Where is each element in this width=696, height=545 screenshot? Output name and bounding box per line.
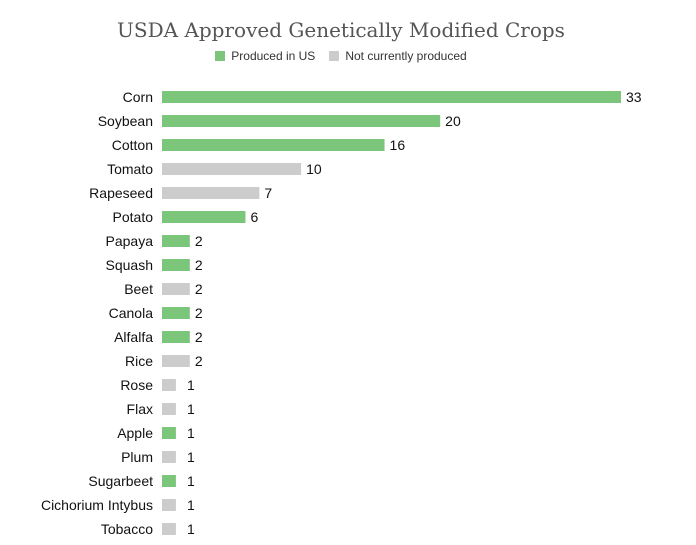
legend-label-not-produced: Not currently produced (345, 49, 467, 63)
value-label-sugarbeet: 1 (187, 473, 195, 489)
value-label-rice: 2 (195, 353, 203, 369)
category-label-rose: Rose (120, 377, 153, 393)
bar-potato (162, 211, 246, 223)
bar-beet (162, 283, 190, 295)
category-label-tomato: Tomato (107, 161, 153, 177)
category-label-cotton: Cotton (112, 137, 153, 153)
bar-tobacco (162, 523, 176, 535)
bar-rose (162, 379, 176, 391)
value-label-flax: 1 (187, 401, 195, 417)
legend-label-produced: Produced in US (231, 49, 316, 63)
category-label-corn: Corn (123, 89, 153, 105)
category-label-rapeseed: Rapeseed (89, 185, 153, 201)
chart-title: USDA Approved Genetically Modified Crops (117, 18, 565, 42)
value-label-soybean: 20 (445, 113, 461, 129)
category-label-rice: Rice (125, 353, 153, 369)
bar-flax (162, 403, 176, 415)
value-label-cotton: 16 (390, 137, 406, 153)
category-label-potato: Potato (113, 209, 154, 225)
bar-sugarbeet (162, 475, 176, 487)
category-label-canola: Canola (109, 305, 154, 321)
bar-rapeseed (162, 187, 260, 199)
value-label-alfalfa: 2 (195, 329, 203, 345)
value-label-rose: 1 (187, 377, 195, 393)
legend-item-produced: Produced in US (215, 49, 315, 63)
category-label-beet: Beet (124, 281, 153, 297)
legend-swatch-produced (215, 51, 226, 61)
value-label-squash: 2 (195, 257, 203, 273)
value-label-plum: 1 (187, 449, 195, 465)
category-label-flax: Flax (127, 401, 153, 417)
value-label-potato: 6 (250, 209, 258, 225)
chart-legend: Produced in US Not currently produced (0, 49, 682, 63)
category-label-soybean: Soybean (98, 113, 153, 129)
bar-rice (162, 355, 190, 367)
bar-canola (162, 307, 190, 319)
bar-cotton (162, 139, 385, 151)
category-label-tobacco: Tobacco (101, 521, 153, 537)
value-label-canola: 2 (195, 305, 203, 321)
category-label-sugarbeet: Sugarbeet (88, 473, 153, 489)
value-label-rapeseed: 7 (264, 185, 272, 201)
value-label-apple: 1 (187, 425, 195, 441)
value-label-corn: 33 (626, 89, 642, 105)
category-label-alfalfa: Alfalfa (114, 329, 153, 345)
value-label-beet: 2 (195, 281, 203, 297)
category-label-plum: Plum (121, 449, 153, 465)
bar-apple (162, 427, 176, 439)
value-label-papaya: 2 (195, 233, 203, 249)
bar-alfalfa (162, 331, 190, 343)
value-label-cichorium-intybus: 1 (187, 497, 195, 513)
bar-soybean (162, 115, 441, 127)
legend-item-not-produced: Not currently produced (329, 49, 467, 63)
bar-papaya (162, 235, 190, 247)
bar-corn (162, 91, 621, 103)
category-label-apple: Apple (117, 425, 153, 441)
bar-tomato (162, 163, 302, 175)
value-label-tomato: 10 (306, 161, 322, 177)
bar-plum (162, 451, 176, 463)
value-label-tobacco: 1 (187, 521, 195, 537)
category-label-papaya: Papaya (106, 233, 154, 249)
bar-cichorium-intybus (162, 499, 176, 511)
bar-squash (162, 259, 190, 271)
category-label-cichorium-intybus: Cichorium Intybus (41, 497, 153, 513)
category-label-squash: Squash (106, 257, 153, 273)
legend-swatch-not-produced (329, 51, 340, 61)
